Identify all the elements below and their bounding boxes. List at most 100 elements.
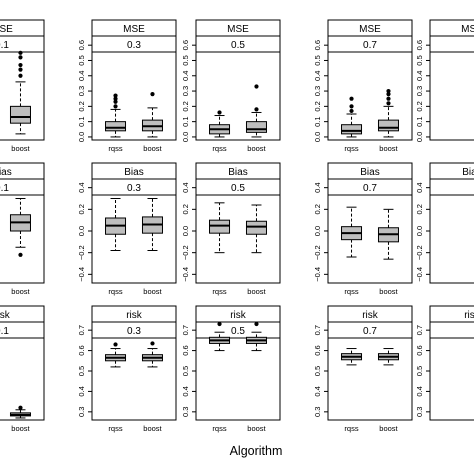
- y-tick-label: 0.0: [313, 132, 322, 142]
- plot-frame: [327, 337, 413, 421]
- boxplot-boost: [9, 405, 31, 419]
- iqr-box: [341, 124, 363, 135]
- plot-frame: [429, 337, 474, 421]
- strip-level: [429, 35, 474, 53]
- panel-mse-4: MSE 0.7 0.0 0.1 0.2 0.3 0.4 0.5 0.6 rqss boost: [313, 19, 413, 153]
- strip-level: [429, 321, 474, 339]
- y-tick-label: 0.0: [415, 226, 424, 236]
- y-tick-label: 0.4: [77, 182, 86, 192]
- plot-frame: [91, 337, 177, 421]
- y-tick-label: 0.6: [181, 345, 190, 355]
- y-tick-label: 0.2: [181, 204, 190, 214]
- y-tick-label: 0.4: [181, 71, 190, 81]
- x-category-label: boost: [247, 287, 266, 296]
- strip-metric-label: MSE: [359, 24, 381, 35]
- y-tick-label: 0.2: [181, 101, 190, 111]
- y-tick-label: 0.2: [313, 204, 322, 214]
- y-tick-label: 0.5: [181, 55, 190, 65]
- plot-frame: [0, 51, 45, 141]
- x-category-label: boost: [11, 144, 30, 153]
- y-tick-label: 0.6: [415, 345, 424, 355]
- y-tick-label: 0.4: [77, 386, 86, 396]
- boxplot-boost: [377, 208, 399, 260]
- x-category-label: rqss: [108, 144, 122, 153]
- x-axis-label: Algorithm: [230, 444, 283, 458]
- panels-layer: MSE 0.1 rqss boost MSE 0.3 0.0 0.1 0.2 0.3 0.4 0.5 0…: [0, 19, 474, 433]
- panel-risk-2: risk 0.3 0.3 0.4 0.5 0.6 0.7 rqss boost: [77, 305, 177, 433]
- panel-risk-4: risk 0.7 0.3 0.4 0.5 0.6 0.7 rqss boost: [313, 305, 413, 433]
- boxplot-rqss: [209, 202, 231, 254]
- y-tick-label: 0.6: [415, 40, 424, 50]
- y-tick-label: 0.6: [77, 345, 86, 355]
- strip-level-label: 0.3: [127, 326, 141, 337]
- iqr-box: [209, 219, 231, 234]
- x-category-label: rqss: [108, 424, 122, 433]
- outlier-point: [386, 96, 391, 101]
- plot-frame: [195, 337, 281, 421]
- strip-metric-label: Bias: [124, 167, 143, 178]
- x-category-label: boost: [247, 144, 266, 153]
- y-tick-label: 0.7: [415, 325, 424, 335]
- plot-frame: [0, 337, 45, 421]
- boxplot-boost: [141, 92, 163, 138]
- boxplot-boost: [9, 50, 31, 135]
- y-tick-label: 0.3: [313, 86, 322, 96]
- plot-frame: [327, 51, 413, 141]
- y-tick-label: 0.4: [181, 182, 190, 192]
- strip-level-label: 0.1: [0, 40, 9, 51]
- y-tick-label: 0.0: [77, 132, 86, 142]
- strip-metric-label: risk: [0, 310, 11, 321]
- panel-mse-2: MSE 0.3 0.0 0.1 0.2 0.3 0.4 0.5 0.6 rqss boost: [77, 19, 177, 153]
- boxplot-boost: [141, 341, 163, 368]
- y-tick-label: 0.1: [77, 116, 86, 126]
- x-category-label: boost: [379, 144, 398, 153]
- y-tick-label: −0.2: [313, 245, 322, 260]
- strip-metric-label: MSE: [123, 24, 145, 35]
- y-tick-label: −0.2: [415, 245, 424, 260]
- y-tick-label: 0.7: [313, 325, 322, 335]
- plot-frame: [0, 194, 45, 284]
- y-tick-label: 0.2: [77, 204, 86, 214]
- strip-metric-label: Bias: [228, 167, 247, 178]
- x-category-label: boost: [143, 287, 162, 296]
- y-tick-label: 0.2: [77, 101, 86, 111]
- y-tick-label: 0.0: [313, 226, 322, 236]
- boxplot-boost: [377, 348, 399, 366]
- y-tick-label: 0.6: [313, 345, 322, 355]
- outlier-point: [254, 107, 259, 112]
- strip-level-label: 0.5: [231, 40, 245, 51]
- boxplot-rqss: [209, 110, 231, 138]
- outlier-point: [386, 92, 391, 97]
- boxplot-boost: [245, 204, 267, 254]
- strip-metric-label: risk: [126, 310, 143, 321]
- y-tick-label: 0.0: [181, 132, 190, 142]
- y-tick-label: −0.4: [181, 267, 190, 282]
- plot-frame: [327, 194, 413, 284]
- y-tick-label: 0.6: [77, 40, 86, 50]
- x-category-label: rqss: [108, 287, 122, 296]
- y-tick-label: 0.3: [313, 407, 322, 417]
- strip-metric-label: Bias: [462, 167, 474, 178]
- y-tick-label: 0.3: [77, 86, 86, 96]
- plot-frame: [429, 51, 474, 141]
- boxplot-boost: [245, 321, 267, 352]
- outlier-point: [217, 321, 222, 327]
- strip-metric-label: Bias: [360, 167, 379, 178]
- y-tick-label: −0.4: [77, 267, 86, 282]
- panel-mse-3: MSE 0.5 0.0 0.1 0.2 0.3 0.4 0.5 0.6 rqss boost: [181, 19, 281, 153]
- iqr-box: [377, 119, 399, 132]
- x-category-label: rqss: [212, 144, 226, 153]
- x-category-label: boost: [143, 144, 162, 153]
- y-tick-label: 0.5: [77, 366, 86, 376]
- y-tick-label: 0.4: [415, 71, 424, 81]
- strip-level-label: 0.3: [127, 183, 141, 194]
- x-category-label: rqss: [212, 424, 226, 433]
- boxplot-boost: [245, 84, 267, 138]
- outlier-point: [18, 405, 23, 410]
- boxplot-rqss: [341, 96, 363, 138]
- outlier-point: [150, 341, 155, 346]
- x-category-label: rqss: [344, 424, 358, 433]
